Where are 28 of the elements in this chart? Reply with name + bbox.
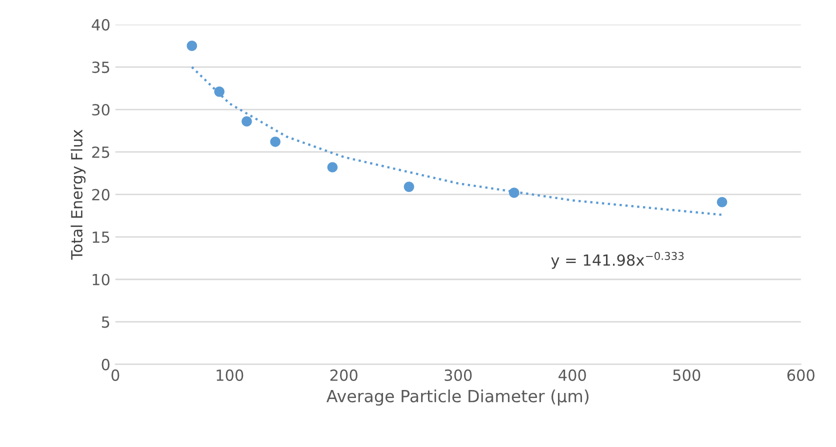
x-axis-title: Average Particle Diameter (µm) — [326, 390, 588, 406]
y-tick-label: 30 — [92, 104, 110, 116]
point — [270, 136, 280, 147]
x-tick-label: 200 — [330, 369, 358, 381]
y-tick-label: 20 — [92, 188, 110, 200]
y-tick-label: 25 — [92, 146, 110, 158]
x-tick-label: 0 — [112, 369, 120, 381]
annotation: y = 141.98x$^{−0.333}$ — [551, 252, 684, 269]
x-tick-label: 500 — [673, 369, 700, 381]
y-tick-label: 0 — [102, 358, 110, 370]
point — [242, 116, 252, 127]
y-tick-label: 15 — [92, 232, 110, 243]
y-axis-title: Total Energy Flux — [70, 130, 86, 260]
x-tick-label: 100 — [216, 369, 244, 381]
point — [186, 40, 198, 51]
y-tick-label: 5 — [102, 316, 110, 328]
point — [327, 162, 338, 172]
x-tick-label: 600 — [787, 369, 814, 381]
point — [404, 182, 414, 192]
x-tick-label: 300 — [444, 369, 472, 381]
y-tick-label: 10 — [92, 274, 110, 286]
line-series — [190, 66, 724, 216]
x-tick-label: 400 — [558, 369, 586, 381]
point — [716, 196, 728, 208]
y-tick-label: 40 — [92, 19, 110, 31]
y-tick-label: 35 — [92, 62, 110, 74]
point — [214, 86, 224, 97]
point — [508, 188, 520, 198]
